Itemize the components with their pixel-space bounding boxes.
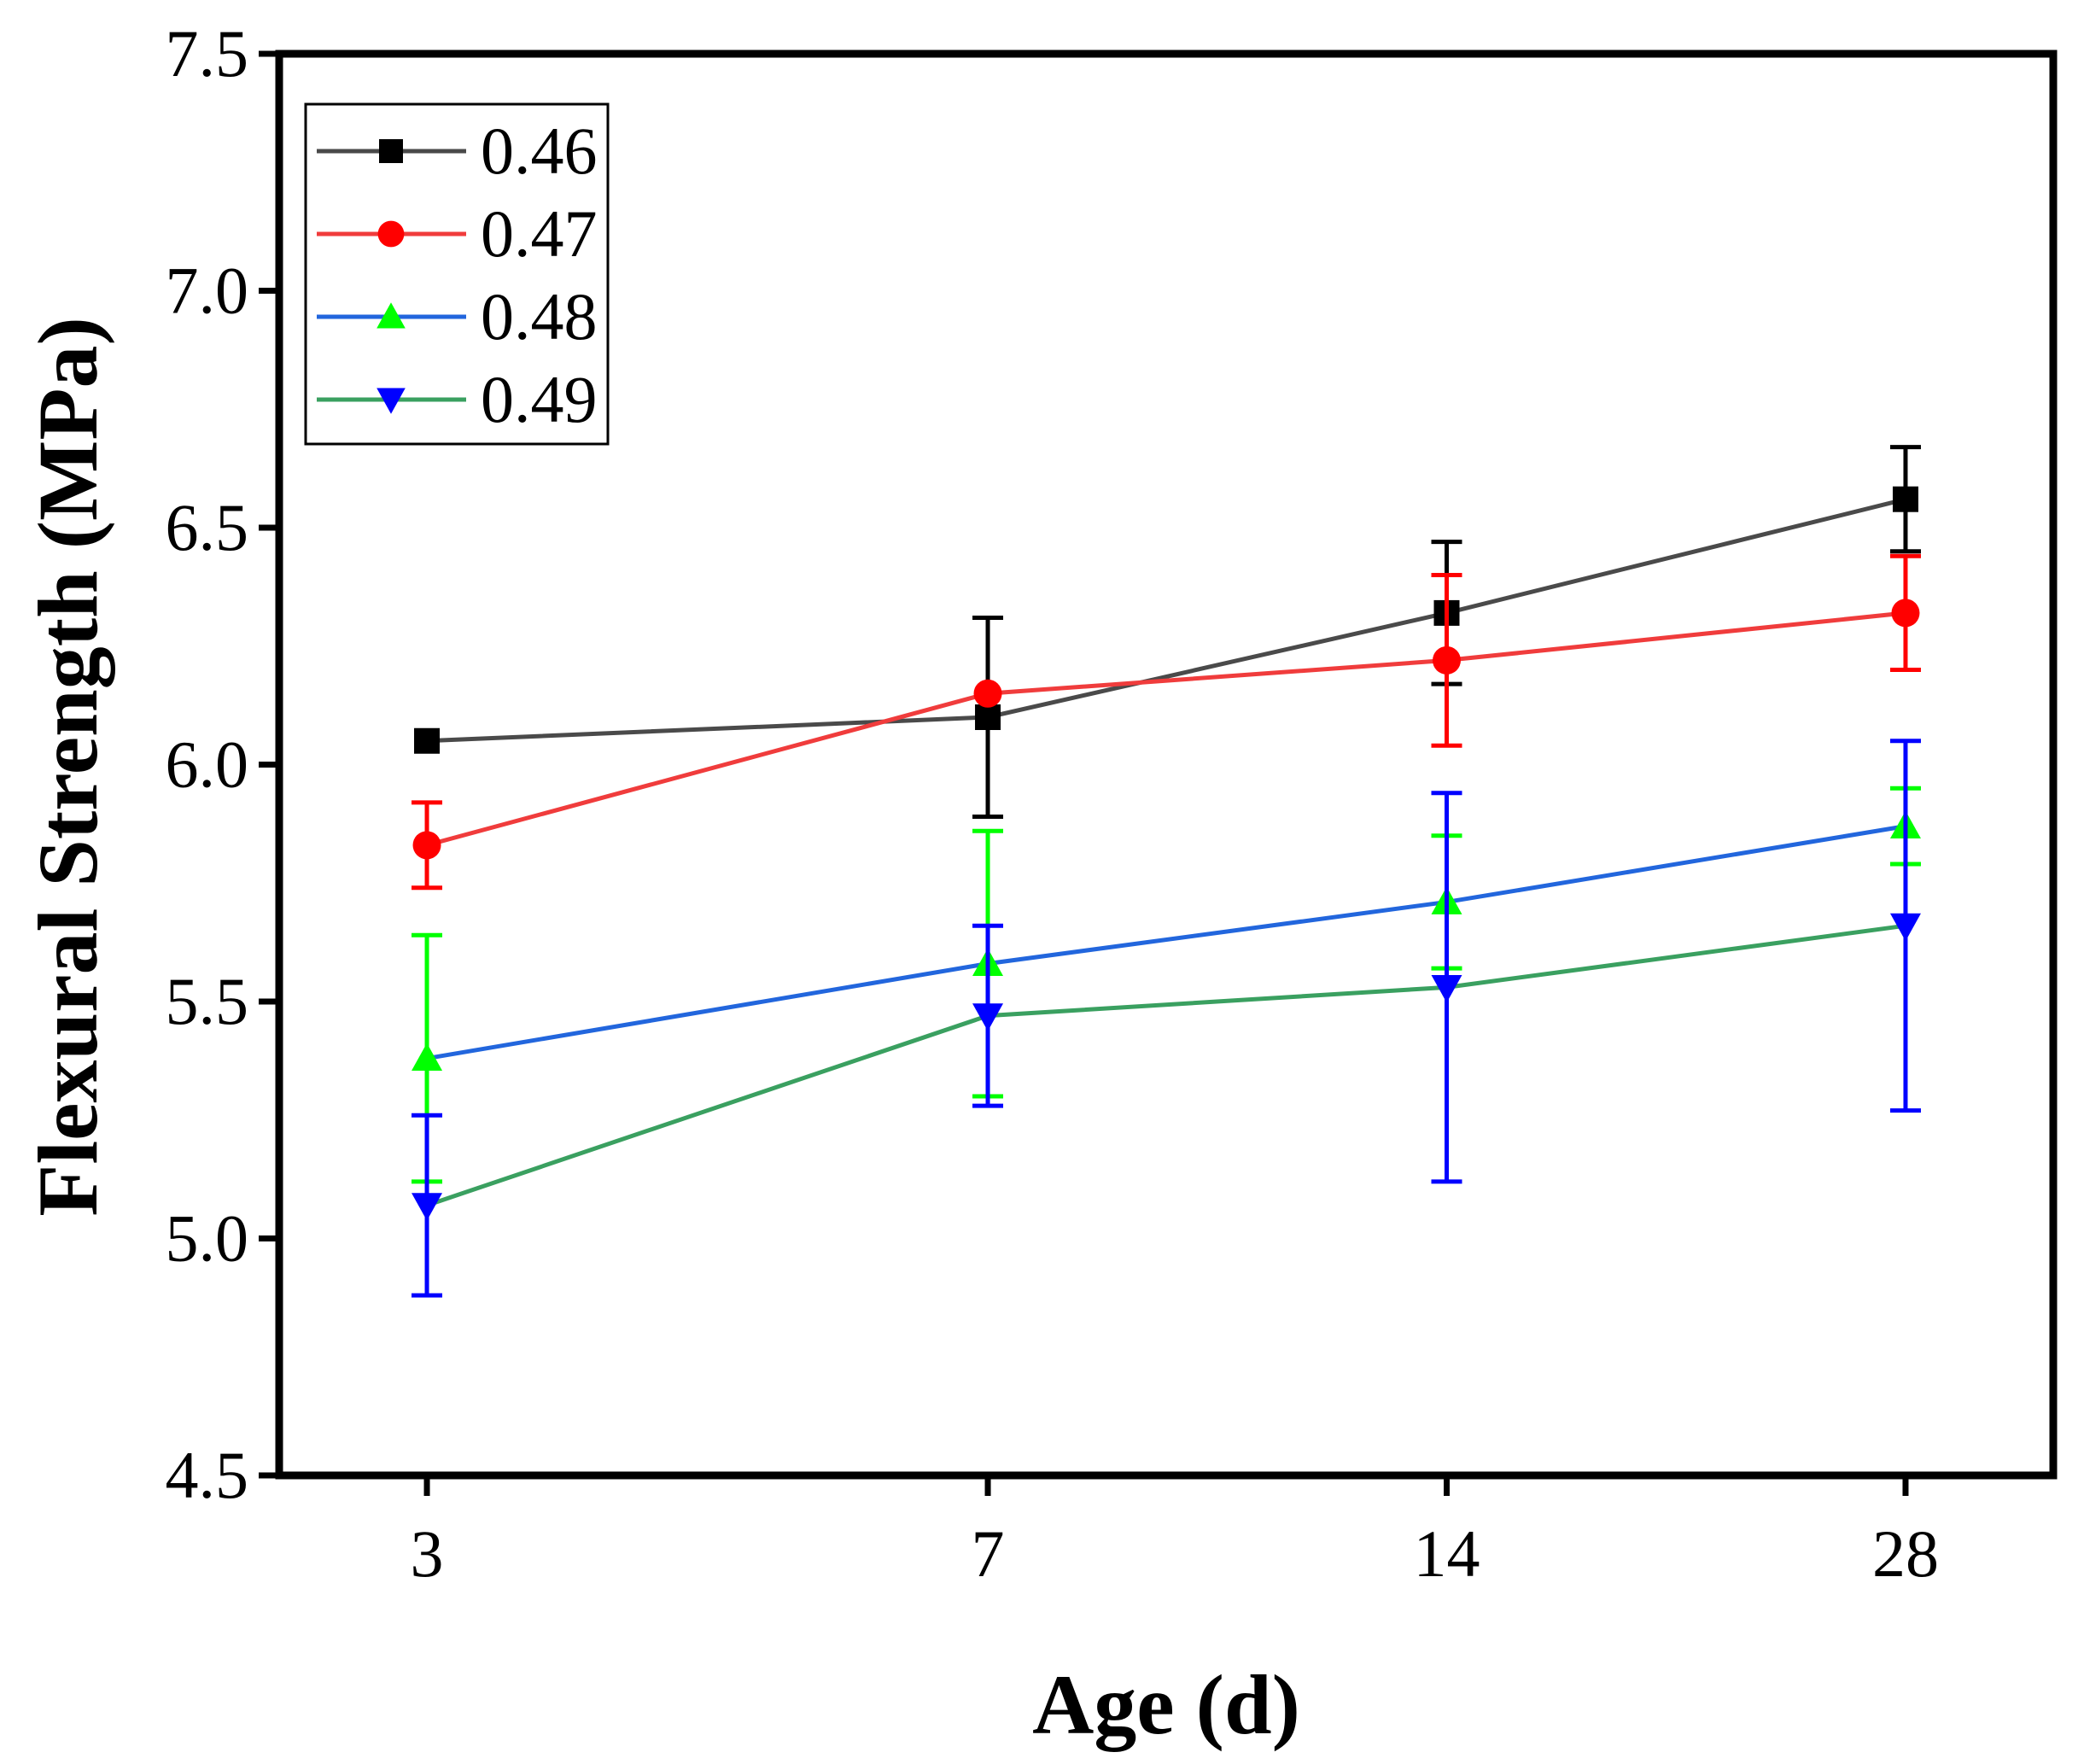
series-0.49: [412, 739, 1921, 1298]
data-point: [414, 727, 441, 754]
legend: 0.46 0.47 0.48 0.49: [304, 102, 610, 446]
legend-marker: [379, 139, 403, 163]
data-point: [1431, 974, 1462, 1003]
x-tick-label: 3: [411, 1516, 444, 1591]
data-point: [1892, 486, 1918, 512]
legend-label: 0.46: [481, 114, 598, 188]
data-point: [412, 1193, 443, 1221]
data-point: [1891, 599, 1920, 628]
x-axis-title: Age (d): [1032, 1657, 1300, 1752]
series-line: [426, 923, 1906, 1208]
legend-box: [304, 102, 610, 446]
y-tick-label: 7.0: [166, 254, 249, 328]
series-0.46: [414, 445, 1921, 820]
series-line: [426, 610, 1906, 848]
legend-label: 0.48: [481, 279, 598, 353]
data-point: [975, 704, 1001, 730]
data-point: [412, 1043, 443, 1071]
series-0.47: [412, 553, 1921, 891]
axes-layer: 4.5 5.0 5.5 6.0 6.5 7.0 7.5 3 7 14 28: [166, 16, 1939, 1591]
legend-marker: [377, 220, 405, 248]
data-point: [1433, 645, 1462, 675]
data-point: [1889, 913, 1921, 942]
data-point: [973, 679, 1002, 708]
series-line: [426, 824, 1906, 1061]
data-point: [412, 831, 441, 860]
y-tick-label: 4.5: [166, 1438, 249, 1512]
data-point: [972, 1003, 1004, 1031]
y-tick-label: 5.5: [166, 964, 249, 1038]
y-tick-label: 5.0: [166, 1201, 249, 1276]
series-line: [426, 497, 1906, 744]
legend-marker: [377, 388, 406, 414]
x-tick-label: 7: [972, 1516, 1005, 1591]
legend-label: 0.47: [481, 196, 598, 271]
y-tick-label: 7.5: [166, 16, 249, 91]
legend-label: 0.49: [481, 362, 598, 436]
y-axis-title: Flexural Strength (MPa): [20, 317, 115, 1217]
y-tick-label: 6.0: [166, 727, 249, 802]
x-tick-label: 14: [1414, 1516, 1480, 1591]
x-tick-label: 28: [1872, 1516, 1939, 1591]
y-tick-label: 6.5: [166, 490, 249, 564]
legend-marker: [377, 302, 406, 329]
series-layer: [412, 445, 1921, 1298]
